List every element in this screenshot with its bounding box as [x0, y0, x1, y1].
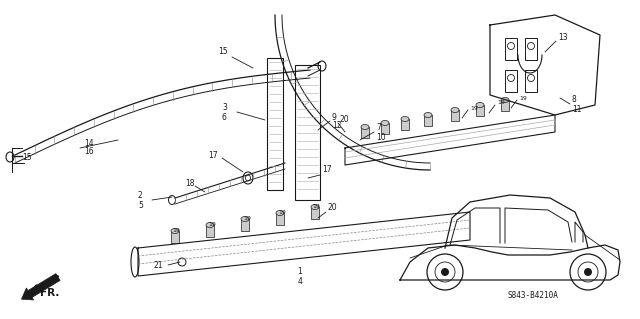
Polygon shape — [401, 119, 409, 130]
Ellipse shape — [311, 204, 319, 210]
Text: 10: 10 — [376, 132, 386, 142]
Polygon shape — [381, 123, 389, 134]
Text: 6: 6 — [222, 113, 227, 122]
Circle shape — [584, 268, 592, 276]
Text: 20: 20 — [328, 204, 338, 212]
Text: 19: 19 — [519, 95, 527, 100]
Polygon shape — [276, 213, 284, 225]
Text: 19: 19 — [208, 221, 216, 226]
Polygon shape — [311, 207, 319, 219]
Text: 13: 13 — [558, 33, 568, 42]
Text: 12: 12 — [332, 122, 342, 130]
Text: 1: 1 — [298, 268, 302, 277]
Ellipse shape — [451, 108, 459, 113]
Polygon shape — [501, 100, 509, 111]
Bar — [267, 58, 283, 190]
Polygon shape — [451, 110, 459, 121]
Circle shape — [441, 268, 449, 276]
Text: 17: 17 — [208, 151, 218, 160]
Text: 19: 19 — [243, 216, 251, 220]
Text: 19: 19 — [470, 106, 478, 110]
Text: 19: 19 — [312, 204, 320, 209]
Text: 3: 3 — [222, 103, 227, 113]
Ellipse shape — [476, 102, 484, 108]
Ellipse shape — [171, 228, 179, 234]
Ellipse shape — [361, 124, 369, 130]
Text: 15: 15 — [22, 153, 31, 162]
Ellipse shape — [206, 222, 214, 227]
Text: 8: 8 — [572, 95, 577, 105]
Text: 5: 5 — [138, 201, 143, 210]
Text: 19: 19 — [278, 210, 286, 214]
Text: 14: 14 — [84, 138, 93, 147]
Bar — [295, 65, 320, 200]
Polygon shape — [476, 105, 484, 116]
Ellipse shape — [401, 116, 409, 122]
Text: FR.: FR. — [40, 288, 60, 298]
Text: 18: 18 — [185, 179, 195, 188]
Text: 4: 4 — [298, 277, 303, 286]
Polygon shape — [206, 225, 214, 237]
Ellipse shape — [276, 211, 284, 216]
Text: 16: 16 — [84, 147, 93, 157]
Text: 11: 11 — [572, 105, 582, 114]
Text: 21: 21 — [153, 261, 163, 270]
Text: 7: 7 — [376, 123, 381, 132]
Text: 9: 9 — [332, 113, 337, 122]
Text: S843-B4210A: S843-B4210A — [508, 291, 559, 300]
Polygon shape — [361, 127, 369, 138]
Ellipse shape — [424, 113, 432, 117]
Ellipse shape — [501, 98, 509, 102]
Polygon shape — [171, 231, 179, 243]
Text: 15: 15 — [218, 48, 228, 56]
Text: 20: 20 — [340, 115, 349, 124]
FancyArrow shape — [22, 274, 60, 300]
Text: 2: 2 — [138, 191, 143, 201]
Text: 19: 19 — [497, 100, 505, 106]
Ellipse shape — [241, 217, 249, 221]
Text: 17: 17 — [322, 166, 332, 174]
Text: 19: 19 — [172, 227, 180, 233]
Ellipse shape — [381, 121, 389, 125]
Polygon shape — [241, 219, 249, 231]
Polygon shape — [424, 115, 432, 126]
